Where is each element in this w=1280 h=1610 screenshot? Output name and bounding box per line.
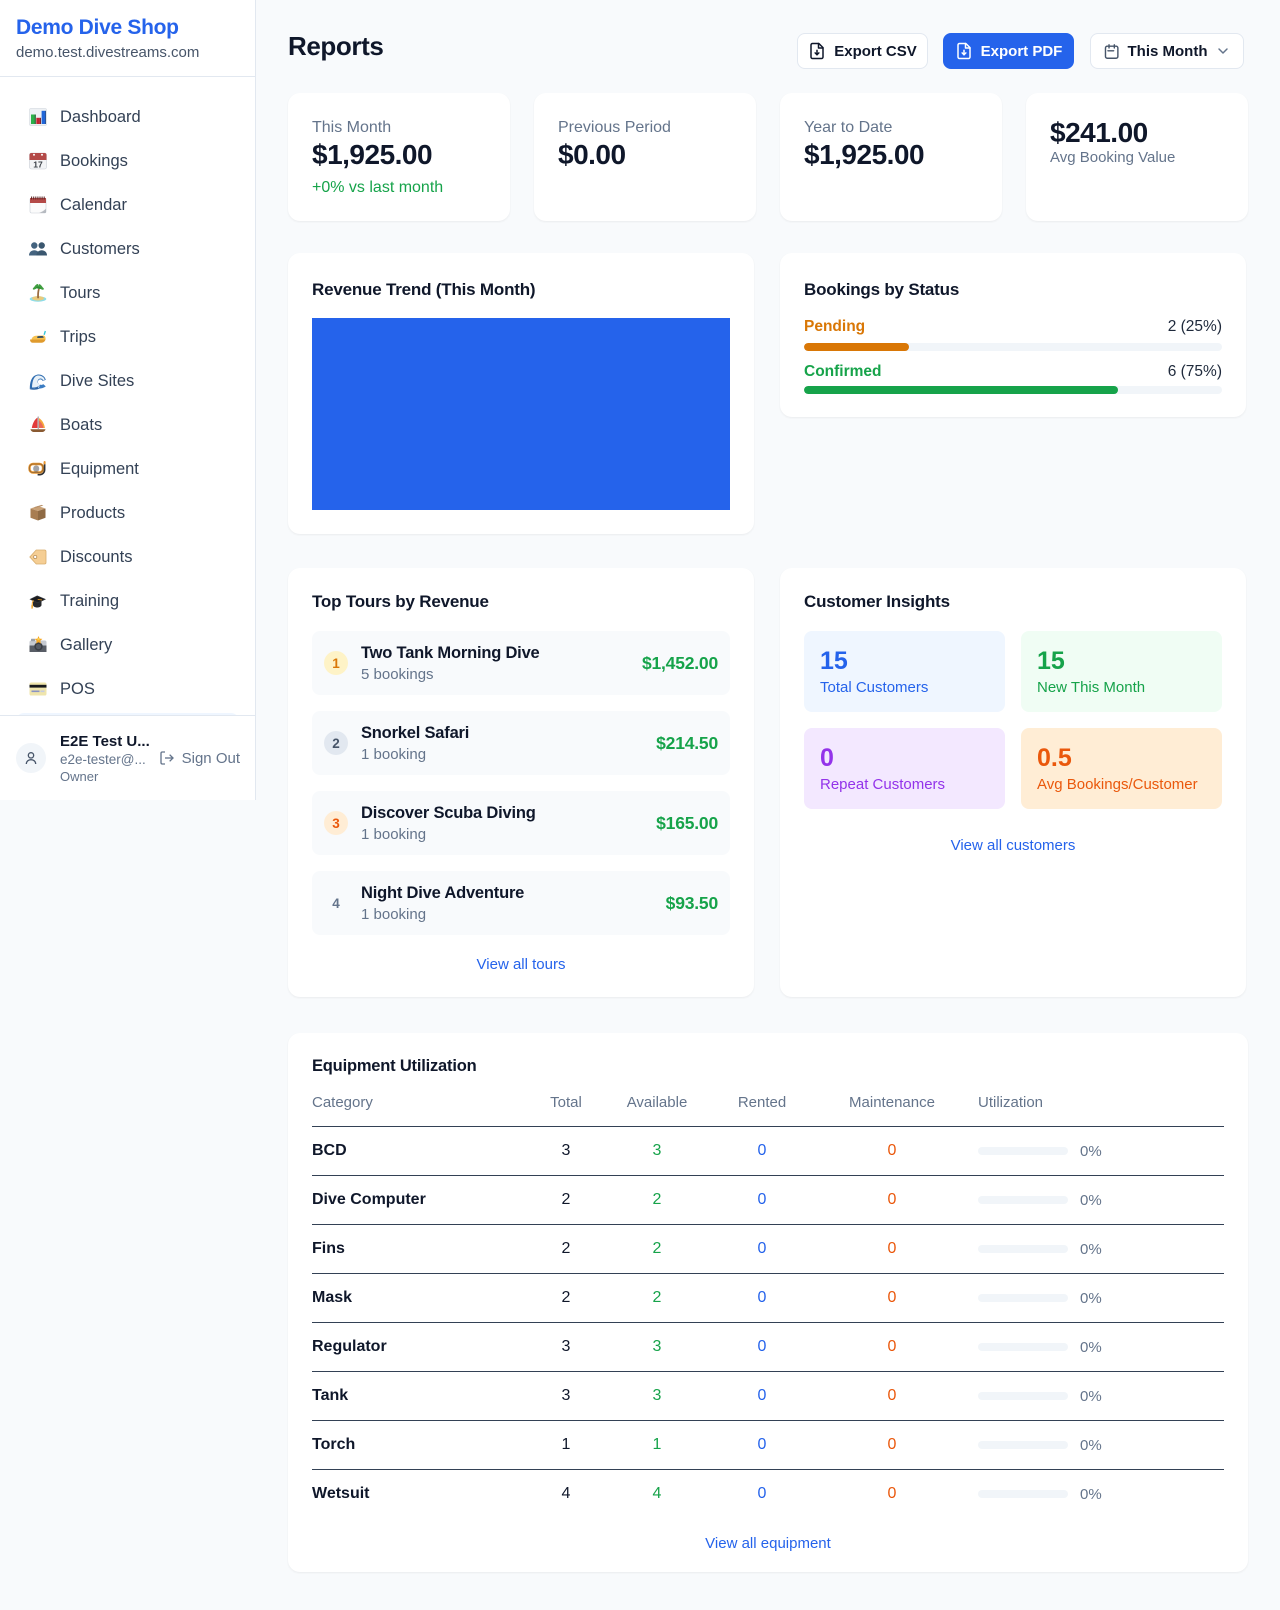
svg-text:17: 17 (33, 160, 43, 170)
